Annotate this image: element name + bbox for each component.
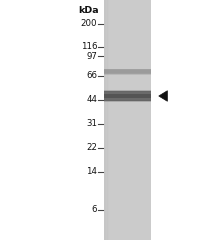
Bar [104, 94, 151, 98]
Bar [104, 100, 151, 102]
Bar [104, 91, 151, 101]
Bar [106, 0, 108, 240]
Bar [104, 90, 151, 92]
Polygon shape [159, 91, 167, 101]
Text: kDa: kDa [79, 6, 99, 15]
Text: 44: 44 [86, 95, 97, 104]
Bar [104, 0, 105, 240]
Text: 22: 22 [86, 143, 97, 152]
Bar [104, 70, 151, 75]
Bar [104, 69, 151, 74]
Bar [105, 0, 106, 240]
Bar [107, 0, 109, 240]
Bar [104, 0, 151, 240]
Text: 200: 200 [81, 19, 97, 28]
Text: 6: 6 [92, 205, 97, 215]
Text: 31: 31 [86, 119, 97, 128]
Bar [104, 69, 151, 73]
Text: 97: 97 [86, 52, 97, 61]
Text: 66: 66 [86, 71, 97, 80]
Text: 116: 116 [81, 42, 97, 51]
Text: 14: 14 [86, 167, 97, 176]
